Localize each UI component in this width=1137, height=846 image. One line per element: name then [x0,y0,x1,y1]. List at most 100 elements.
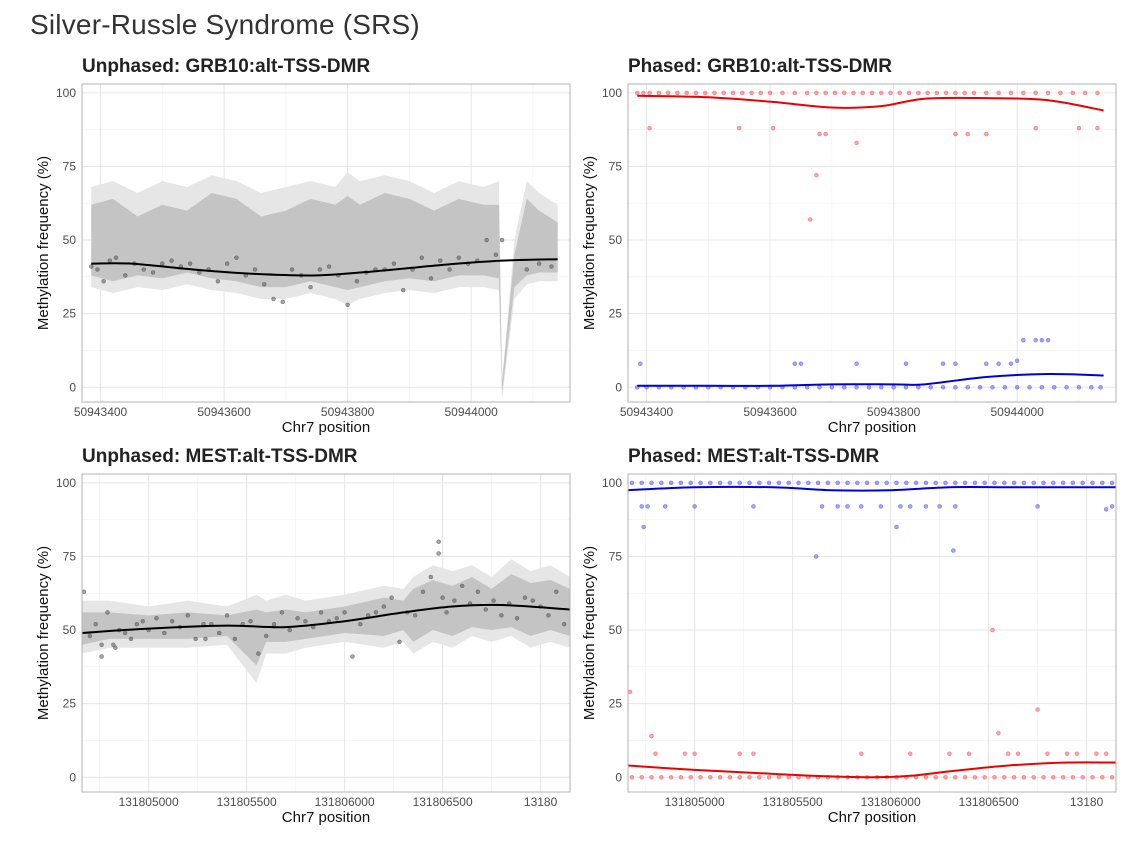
data-point [397,639,402,645]
data-point [966,751,972,756]
data-point [879,90,884,96]
y-tick-label: 50 [63,233,77,247]
page-title: Silver-Russle Syndrome (SRS) [30,9,420,40]
x-tick-label: 131806500 [413,795,473,809]
data-point [916,90,921,96]
data-point [561,621,567,627]
data-point [874,480,880,486]
data-point [943,775,948,780]
data-point [717,480,723,486]
y-tick-label: 100 [602,86,622,100]
data-point [1103,507,1109,512]
data-point [232,636,238,642]
data-point [629,480,635,486]
data-point [659,480,664,486]
data-point [982,480,987,486]
data-point [635,90,640,96]
data-point [629,775,635,780]
data-point [996,361,1001,366]
x-tick-label: 50944000 [990,405,1044,419]
y-tick-label: 75 [63,549,77,563]
data-point [860,90,865,96]
data-point [256,651,261,656]
data-point [678,480,684,486]
x-tick-label: 131805500 [763,795,823,809]
data-point [990,385,995,390]
data-point [925,90,930,96]
data-point [649,775,654,780]
data-point [1051,480,1056,486]
data-point [904,480,909,486]
data-point [1051,775,1056,780]
data-point [807,217,813,222]
data-point [342,610,347,615]
data-point [1064,751,1070,756]
data-point [962,480,968,486]
data-point [923,775,929,780]
y-axis-title: Methylation frequency (%) [35,156,52,330]
data-point [400,287,406,293]
data-point [972,480,978,486]
y-tick-label: 25 [63,697,77,711]
data-point [951,548,956,553]
data-point [953,90,958,96]
data-point [128,636,134,642]
data-point [452,598,457,603]
data-point [717,775,723,780]
data-point [747,480,752,486]
smooth-line [82,603,570,634]
data-point [1109,480,1115,486]
data-point [953,131,958,137]
data-point [947,751,952,756]
data-point [493,252,499,258]
data-point [996,90,1001,96]
data-point [907,504,913,509]
x-tick-label: 50943800 [867,405,921,419]
data-point [160,261,165,266]
chart-panel-grb10-unphased: Unphased: GRB10:alt-TSS-DMR 50943400 5094… [30,56,590,446]
data-point [907,751,913,756]
data-point [984,90,989,96]
data-point [996,730,1001,736]
data-point [1021,480,1027,486]
data-point [823,131,828,137]
data-point [682,751,688,756]
data-point [1033,337,1038,343]
data-point [280,299,286,305]
data-point [113,645,118,650]
data-point [854,385,859,390]
data-point [656,90,662,96]
data-point [692,751,697,756]
plot-area [89,172,558,400]
data-point [727,480,733,486]
x-tick-label: 50943600 [743,405,797,419]
data-point [684,90,689,96]
data-point [1103,751,1109,756]
data-point [263,633,269,639]
data-point [647,90,652,96]
data-point [1015,751,1021,756]
data-point [185,613,191,618]
data-point [813,554,819,559]
data-point [169,258,174,263]
data-point [814,90,819,96]
data-point [702,90,708,96]
data-point [1060,480,1066,486]
data-point [933,480,938,486]
data-point [829,385,835,390]
data-point [913,480,919,486]
y-tick-label: 0 [615,380,622,394]
x-tick-label: 131806500 [959,795,1019,809]
data-point [82,589,87,595]
data-point [1002,775,1007,780]
data-point [730,90,736,96]
data-point [786,480,791,486]
data-point [780,90,785,96]
data-point [549,264,554,269]
smooth-line [628,485,1116,492]
x-tick-label: 131805000 [665,795,725,809]
data-point [428,574,434,580]
data-point [841,385,847,390]
data-point [554,589,559,595]
data-point [992,775,997,780]
